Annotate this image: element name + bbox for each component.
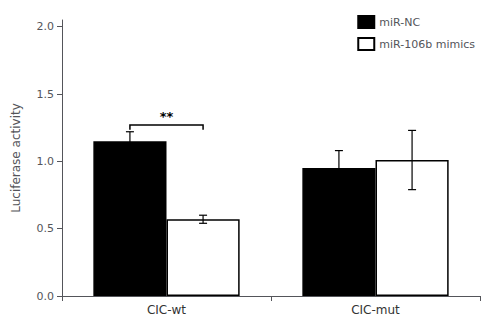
svg-text:CIC-mut: CIC-mut xyxy=(351,303,400,317)
svg-text:CIC-wt: CIC-wt xyxy=(147,303,186,317)
svg-text:1.5: 1.5 xyxy=(37,88,55,101)
svg-text:miR-NC: miR-NC xyxy=(379,16,420,29)
svg-text:**: ** xyxy=(160,109,174,124)
svg-text:0.5: 0.5 xyxy=(37,222,55,235)
svg-text:miR-106b mimics: miR-106b mimics xyxy=(379,38,475,51)
svg-text:Luciferase activity: Luciferase activity xyxy=(9,103,23,213)
svg-text:0.0: 0.0 xyxy=(37,290,55,303)
svg-text:1.0: 1.0 xyxy=(37,155,55,168)
svg-text:2.0: 2.0 xyxy=(37,20,55,33)
